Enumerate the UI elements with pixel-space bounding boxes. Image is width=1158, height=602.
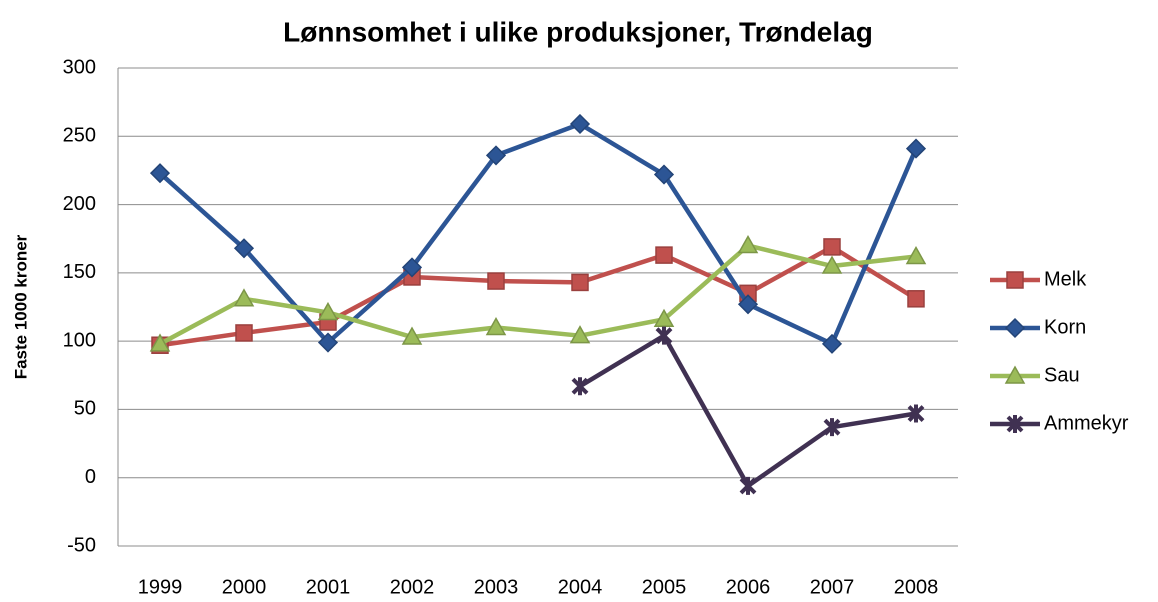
marker [653,308,675,328]
y-tick-label: 250 [63,125,96,147]
legend-label: Sau [1044,364,1080,386]
marker [149,163,171,184]
marker [737,235,759,254]
marker [487,272,505,290]
legend-label: Melk [1044,268,1087,290]
y-tick-label: 150 [63,261,96,283]
marker [485,145,507,166]
y-tick-label: 0 [85,466,96,488]
y-tick-label: 50 [74,398,96,420]
marker [655,246,673,264]
marker [235,324,253,342]
marker [907,404,925,423]
marker [571,377,589,396]
marker [149,333,171,352]
marker [1006,271,1024,289]
marker [821,255,843,274]
series-line [158,243,917,346]
marker [401,257,423,278]
marker [401,326,423,345]
marker [569,325,591,344]
x-tick-label: 2000 [222,576,267,598]
marker [823,238,841,256]
chart-title: Lønnsomhet i ulike produksjoner, Trøndel… [283,16,873,47]
marker [1006,415,1024,433]
y-tick-label: -50 [67,534,96,556]
series-line [578,333,917,489]
series-line [158,121,919,347]
marker [655,326,673,345]
y-tick-label: 200 [63,193,96,215]
legend-label: Ammekyr [1044,412,1129,434]
marker [905,245,927,265]
marker [569,113,591,135]
marker [485,316,507,336]
marker [653,164,675,185]
marker [739,476,757,495]
x-tick-label: 2005 [642,576,687,598]
marker [233,238,255,259]
x-tick-label: 2008 [894,576,939,598]
y-axis-label: Faste 1000 kroner [11,234,30,379]
x-tick-label: 2001 [306,576,351,598]
marker [737,294,759,315]
x-tick-label: 2007 [810,576,855,598]
x-tick-label: 2002 [390,576,435,598]
y-tick-label: 300 [63,56,96,78]
x-tick-label: 2003 [474,576,519,598]
marker [823,418,841,437]
marker [317,332,339,353]
marker [907,290,925,308]
x-tick-label: 2006 [726,576,771,598]
x-tick-label: 2004 [558,576,603,598]
legend-label: Korn [1044,316,1086,338]
marker [905,138,927,159]
marker [1004,317,1026,339]
marker [317,301,339,321]
x-tick-label: 1999 [138,576,183,598]
series-line [159,244,918,348]
marker [1004,365,1026,384]
marker [571,273,589,292]
marker [821,333,843,354]
marker [233,288,255,307]
y-tick-label: 100 [63,329,96,351]
